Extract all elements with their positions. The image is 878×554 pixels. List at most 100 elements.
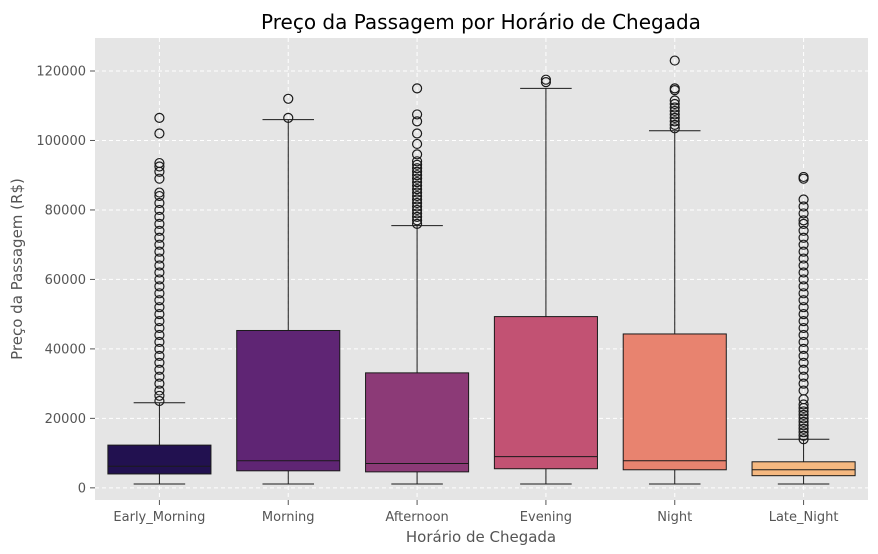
- outlier-point: [798, 423, 809, 434]
- outlier-point: [154, 246, 165, 257]
- outlier-point: [154, 267, 165, 278]
- outlier-point: [154, 190, 165, 202]
- outlier-point: [411, 184, 423, 195]
- y-axis-label: Preço da Passagem (R$): [8, 178, 26, 360]
- y-tick-label: 60000: [45, 273, 86, 288]
- outlier-point: [411, 177, 423, 188]
- outlier-point: [411, 208, 423, 219]
- outlier-point: [798, 218, 809, 229]
- y-tick-label: 40000: [45, 342, 86, 357]
- outlier-point: [154, 161, 165, 172]
- box-group-late-night: [751, 171, 856, 485]
- outlier-point: [154, 232, 165, 243]
- outlier-point: [798, 427, 809, 438]
- outlier-point: [798, 253, 809, 264]
- outlier-point: [154, 274, 165, 285]
- outlier-point: [154, 187, 165, 198]
- outlier-point: [154, 211, 165, 222]
- outlier-point: [798, 322, 809, 334]
- outlier-point: [154, 288, 165, 299]
- outlier-point: [798, 316, 809, 327]
- outlier-point: [154, 309, 165, 320]
- outlier-point: [798, 406, 809, 417]
- box-group-early-morning: [107, 112, 212, 485]
- outlier-point: [798, 364, 809, 375]
- outlier-point: [798, 246, 809, 257]
- outlier-point: [669, 55, 680, 66]
- x-tick-label: Late_Night: [769, 510, 839, 525]
- outlier-point: [798, 343, 809, 354]
- outlier-point: [154, 357, 165, 368]
- outlier-point: [669, 119, 680, 130]
- outlier-point: [154, 350, 165, 361]
- outlier-point: [411, 187, 423, 198]
- x-tick-label: Afternoon: [385, 510, 448, 525]
- box-group-morning: [236, 93, 341, 485]
- outlier-point: [154, 302, 165, 313]
- outlier-point: [411, 201, 423, 212]
- outlier-point: [411, 149, 423, 160]
- outlier-point: [798, 281, 809, 292]
- x-tick-label: Night: [657, 510, 692, 525]
- outlier-point: [411, 190, 423, 202]
- outlier-point: [411, 218, 423, 229]
- outlier-point: [798, 171, 809, 183]
- outlier-point: [669, 83, 680, 94]
- outlier-point: [154, 316, 165, 327]
- outlier-point: [411, 166, 423, 177]
- outlier-point: [154, 173, 165, 184]
- y-tick-label: 0: [78, 481, 86, 496]
- outlier-point: [798, 409, 809, 420]
- outlier-point: [154, 343, 165, 354]
- outlier-point: [154, 197, 165, 209]
- outlier-point: [154, 112, 165, 123]
- outlier-point: [411, 116, 423, 127]
- outlier-point: [798, 295, 809, 306]
- outlier-point: [798, 201, 809, 212]
- outlier-point: [798, 434, 809, 445]
- outlier-point: [154, 378, 165, 389]
- outlier-point: [154, 364, 165, 375]
- outlier-point: [154, 390, 165, 401]
- outlier-point: [540, 77, 552, 88]
- box-afternoon: [365, 372, 470, 473]
- outlier-point: [154, 281, 165, 292]
- outlier-point: [154, 295, 165, 306]
- outlier-point: [798, 288, 809, 299]
- outlier-point: [798, 232, 809, 243]
- outlier-point: [154, 385, 165, 396]
- outlier-point: [411, 163, 423, 174]
- x-tick-label: Early_Morning: [113, 510, 205, 525]
- outlier-point: [154, 128, 165, 139]
- outlier-point: [798, 420, 809, 431]
- box-group-evening: [493, 74, 598, 485]
- outlier-point: [154, 329, 165, 341]
- outlier-point: [798, 302, 809, 313]
- outlier-point: [798, 399, 809, 410]
- outlier-point: [154, 157, 165, 169]
- x-axis-label: Horário de Chegada: [406, 528, 556, 546]
- outlier-point: [411, 173, 423, 184]
- outlier-point: [411, 194, 423, 205]
- y-tick-label: 100000: [36, 134, 86, 149]
- outlier-point: [798, 371, 809, 382]
- outlier-point: [154, 218, 165, 229]
- outlier-point: [669, 95, 680, 106]
- outlier-point: [283, 93, 294, 104]
- outlier-point: [798, 260, 809, 271]
- box-group-afternoon: [365, 83, 470, 485]
- outlier-point: [411, 159, 423, 170]
- outlier-point: [154, 225, 165, 236]
- outlier-point: [411, 170, 423, 181]
- outlier-point: [669, 116, 680, 127]
- y-tick-label: 80000: [45, 203, 86, 218]
- outlier-point: [798, 194, 809, 205]
- plot-area: [95, 38, 868, 500]
- outlier-point: [411, 156, 423, 167]
- outlier-point: [669, 102, 680, 113]
- outlier-point: [411, 211, 423, 222]
- boxes: [107, 55, 856, 485]
- outlier-point: [798, 215, 809, 226]
- outlier-point: [411, 128, 423, 139]
